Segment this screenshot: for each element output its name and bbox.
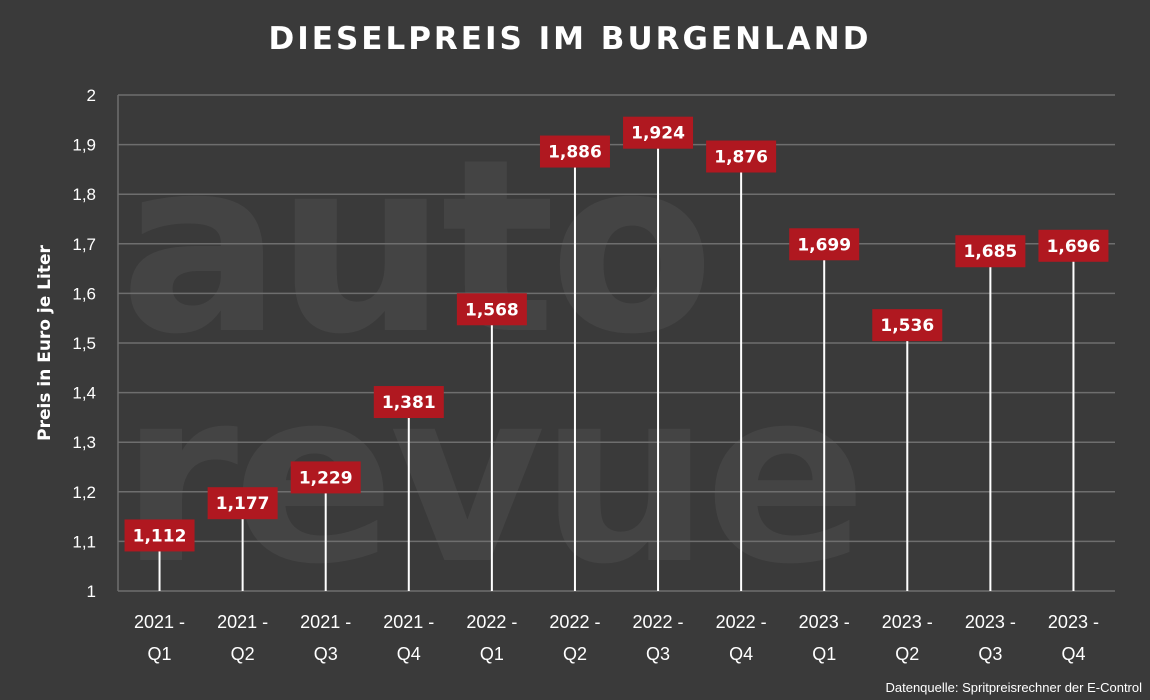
data-label: 1,568 [465,300,519,320]
watermark-logo: auto revue [120,107,867,617]
y-tick-label: 1,4 [72,384,96,403]
x-tick-label-year: 2021 - [217,612,268,632]
x-tick-label-year: 2022 - [466,612,517,632]
x-tick-label-year: 2023 - [882,612,933,632]
data-label-box [955,235,1026,268]
x-tick-label-year: 2022 - [549,612,600,632]
data-label-box [373,386,444,419]
data-label: 1,112 [133,526,187,546]
data-label-box [290,461,361,494]
x-tick-label-quarter: Q3 [646,644,670,664]
x-tick-label-year: 2023 - [965,612,1016,632]
x-tick-label-quarter: Q4 [729,644,753,664]
x-tick-label-year: 2023 - [799,612,850,632]
x-tick-labels: 2021 - Q1 2021 - Q2 2021 - Q3 2021 - Q4 2022 - Q1… [134,612,1099,664]
x-tick-label-quarter: Q2 [231,644,255,664]
y-tick-label: 1,3 [72,433,96,452]
data-label-box [706,140,777,173]
data-label-box [1038,229,1109,262]
watermark-line-2: revue [120,337,861,617]
y-tick-label: 1,2 [72,483,96,502]
data-label-box [623,116,694,149]
y-tick-label: 1,1 [72,532,96,551]
data-label-box [124,519,195,552]
x-tick-label-quarter: Q2 [895,644,919,664]
watermark-line-1: auto [120,107,708,387]
y-tick-labels: 1 1,1 1,2 1,3 1,4 1,5 1,6 1,7 1,8 1,9 2 [72,86,96,601]
data-label-box [872,309,943,342]
y-tick-label: 1,5 [72,334,96,353]
x-tick-label-year: 2022 - [716,612,767,632]
y-tick-label: 2 [87,86,96,105]
data-label: 1,229 [299,468,353,488]
y-tick-label: 1,8 [72,185,96,204]
data-label: 1,924 [631,124,685,144]
x-tick-label-quarter: Q1 [480,644,504,664]
y-tick-label: 1 [87,582,96,601]
x-tick-label-year: 2021 - [383,612,434,632]
x-tick-label-quarter: Q1 [812,644,836,664]
data-label: 1,876 [714,148,768,168]
x-tick-label-quarter: Q4 [397,644,421,664]
x-tick-label-quarter: Q2 [563,644,587,664]
data-label-box [456,293,527,326]
y-axis-label: Preis in Euro je Liter [35,245,55,441]
data-label: 1,381 [382,393,436,413]
y-tick-label: 1,7 [72,235,96,254]
x-tick-label-year: 2021 - [134,612,185,632]
data-label-box [539,135,610,168]
gridlines [117,94,1115,592]
data-label: 1,536 [880,316,934,336]
y-tick-label: 1,9 [72,136,96,155]
x-tick-label-quarter: Q3 [314,644,338,664]
data-label: 1,696 [1047,237,1101,257]
data-label: 1,685 [963,242,1017,262]
x-tick-label-year: 2022 - [633,612,684,632]
x-tick-label-quarter: Q3 [978,644,1002,664]
x-tick-label-year: 2023 - [1048,612,1099,632]
y-tick-label: 1,6 [72,284,96,303]
data-series: 1,112 1,177 1,229 1,381 1,568 1,886 1,924 1,876… [124,116,1109,591]
data-label: 1,699 [797,235,851,255]
chart-title: DIESELPREIS IM BURGENLAND [269,21,872,57]
x-tick-label-quarter: Q1 [148,644,172,664]
data-label: 1,177 [216,494,270,514]
data-label-box [789,228,860,261]
x-tick-label-year: 2021 - [300,612,351,632]
data-label: 1,886 [548,143,602,163]
x-tick-label-quarter: Q4 [1061,644,1085,664]
data-label-box [207,487,278,520]
source-note: Datenquelle: Spritpreisrechner der E-Con… [885,680,1142,695]
